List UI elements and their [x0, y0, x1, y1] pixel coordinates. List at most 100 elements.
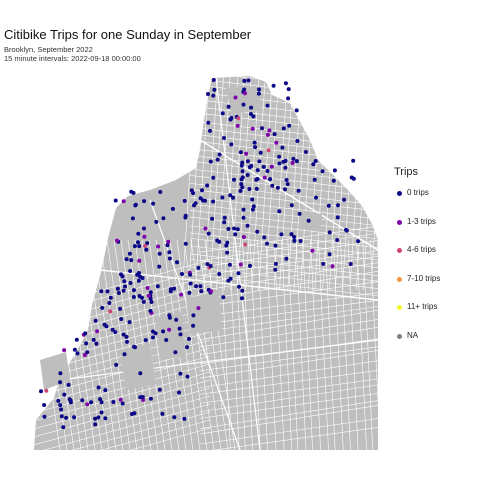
station-dot	[265, 132, 270, 137]
station-dot	[272, 132, 277, 137]
station-dot	[143, 338, 148, 343]
station-dot	[283, 81, 288, 86]
station-dot	[136, 240, 140, 245]
station-dot	[132, 244, 137, 249]
station-dot	[160, 411, 165, 416]
station-dot	[344, 227, 348, 232]
station-dot	[227, 262, 232, 267]
station-dot	[62, 392, 67, 397]
station-dot	[215, 157, 220, 162]
legend-title: Trips	[394, 166, 419, 178]
station-dot	[268, 177, 273, 182]
station-dot	[131, 295, 136, 299]
station-dot	[243, 91, 247, 96]
station-dot	[100, 305, 105, 310]
station-dot	[262, 235, 267, 240]
station-dot	[266, 148, 271, 153]
station-dot	[285, 182, 290, 187]
station-dot	[232, 226, 237, 231]
station-dot	[314, 195, 318, 200]
station-dot	[286, 87, 291, 92]
station-dot	[277, 209, 282, 214]
station-dot	[96, 415, 101, 420]
station-dot	[221, 295, 226, 300]
station-dot	[156, 244, 161, 249]
station-dot	[166, 239, 171, 244]
station-dot	[121, 288, 126, 293]
station-dot	[196, 265, 201, 270]
station-dot	[256, 91, 261, 96]
station-dot	[313, 159, 318, 163]
station-dot	[270, 183, 275, 188]
station-dot	[235, 227, 240, 232]
station-dot	[283, 187, 287, 192]
station-dot	[178, 371, 183, 376]
station-dot	[238, 188, 243, 193]
station-dot	[82, 353, 87, 357]
station-dot	[205, 262, 210, 267]
legend-item: 11+ trips	[394, 302, 437, 331]
station-dot	[246, 78, 251, 83]
station-dot	[120, 401, 125, 406]
station-dot	[59, 407, 64, 412]
legend-dot-icon	[397, 276, 402, 282]
station-dot	[98, 397, 103, 402]
station-dot	[283, 158, 288, 163]
station-dot	[132, 344, 136, 349]
station-dot	[205, 183, 210, 188]
station-dot	[191, 191, 196, 196]
station-dot	[198, 284, 203, 289]
station-dot	[311, 162, 316, 167]
station-dot	[187, 290, 192, 295]
station-dot	[261, 164, 266, 169]
station-dot	[203, 226, 208, 231]
park-areas	[40, 86, 322, 390]
station-dot	[295, 139, 300, 143]
station-dot	[128, 281, 133, 285]
station-dot	[257, 87, 261, 92]
station-dot	[103, 416, 108, 421]
legend-item: NA	[394, 331, 418, 360]
station-dot	[209, 289, 214, 294]
station-dot	[177, 326, 182, 331]
station-dot	[136, 278, 141, 283]
station-dot	[271, 83, 276, 88]
station-dot	[296, 188, 301, 193]
legend-label: 1-3 trips	[407, 216, 436, 226]
station-dot	[251, 204, 256, 209]
station-dot	[294, 108, 299, 113]
station-dot	[74, 337, 79, 342]
bike-stations	[39, 78, 361, 430]
station-dot	[89, 400, 94, 405]
station-dot	[137, 258, 142, 263]
station-dot	[42, 414, 47, 419]
station-dot	[280, 145, 285, 150]
station-dot	[250, 197, 255, 202]
station-dot	[351, 176, 356, 181]
station-dot	[273, 261, 278, 266]
station-dot	[226, 227, 231, 231]
station-dot	[85, 402, 90, 407]
station-dot	[103, 388, 108, 393]
station-dot	[138, 371, 143, 376]
station-dot	[130, 412, 134, 416]
station-dot	[292, 238, 297, 243]
station-dot	[191, 313, 196, 318]
legend-dot-icon	[397, 219, 402, 225]
station-dot	[124, 334, 129, 339]
station-dot	[237, 284, 241, 289]
station-dot	[188, 272, 193, 277]
station-dot	[137, 244, 142, 249]
station-dot	[157, 251, 162, 256]
station-dot	[351, 158, 356, 163]
station-dot	[127, 251, 132, 256]
station-dot	[284, 256, 289, 261]
station-dot	[164, 338, 169, 342]
legend-label: 0 trips	[407, 188, 429, 197]
station-dot	[172, 286, 177, 291]
station-dot	[83, 331, 88, 336]
station-dot	[222, 220, 227, 225]
station-dot	[220, 111, 225, 116]
station-dot	[226, 104, 231, 109]
station-dot	[208, 159, 213, 164]
